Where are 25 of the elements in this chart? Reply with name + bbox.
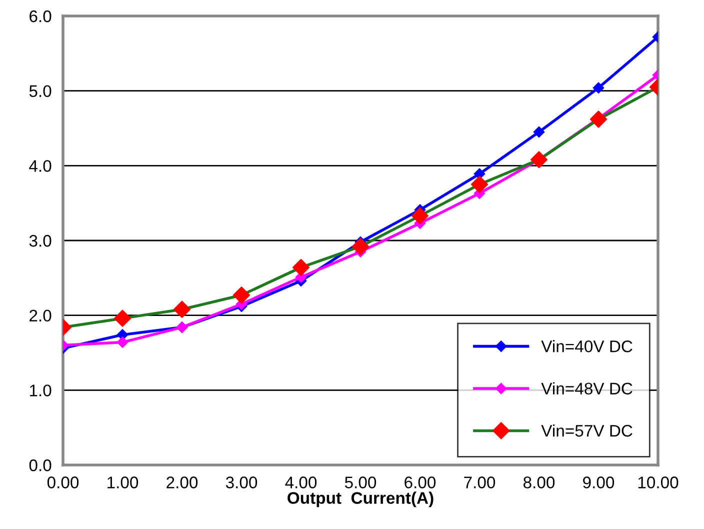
y-tick-label: 2.0 bbox=[30, 310, 52, 322]
y-tick-label: 3.0 bbox=[29, 234, 52, 247]
point bbox=[116, 336, 128, 348]
y-tick-label: 0.0 bbox=[29, 459, 52, 472]
y-tick-label: 5.0 bbox=[29, 85, 52, 98]
x-tick-label: 7.00 bbox=[464, 476, 496, 488]
legend-label: Vin=40V DC bbox=[541, 340, 632, 352]
x-axis-title: Output Current(A) bbox=[288, 492, 434, 508]
legend-label: Vin=48V DC bbox=[541, 382, 632, 395]
y-tick-label: 1.0 bbox=[30, 384, 52, 396]
x-tick-label: 0.00 bbox=[47, 476, 79, 488]
x-tick-label: 10.00 bbox=[638, 476, 678, 488]
x-tick-label: 4.00 bbox=[285, 476, 317, 488]
y-tick-label: 4.0 bbox=[29, 160, 52, 172]
x-tick-label: 8.00 bbox=[524, 476, 555, 488]
y-tick-label: 6.0 bbox=[30, 10, 52, 22]
x-tick-label: 2.00 bbox=[166, 476, 198, 488]
point bbox=[592, 82, 604, 94]
x-tick-label: 3.00 bbox=[226, 476, 258, 488]
x-tick-label: 5.00 bbox=[344, 476, 376, 488]
x-tick-label: 6.00 bbox=[404, 476, 436, 488]
point bbox=[533, 126, 545, 138]
x-tick-label: 9.00 bbox=[583, 476, 614, 488]
legend-label: Vin=57V DC bbox=[541, 424, 632, 437]
x-tick-label: 1.00 bbox=[108, 476, 138, 488]
